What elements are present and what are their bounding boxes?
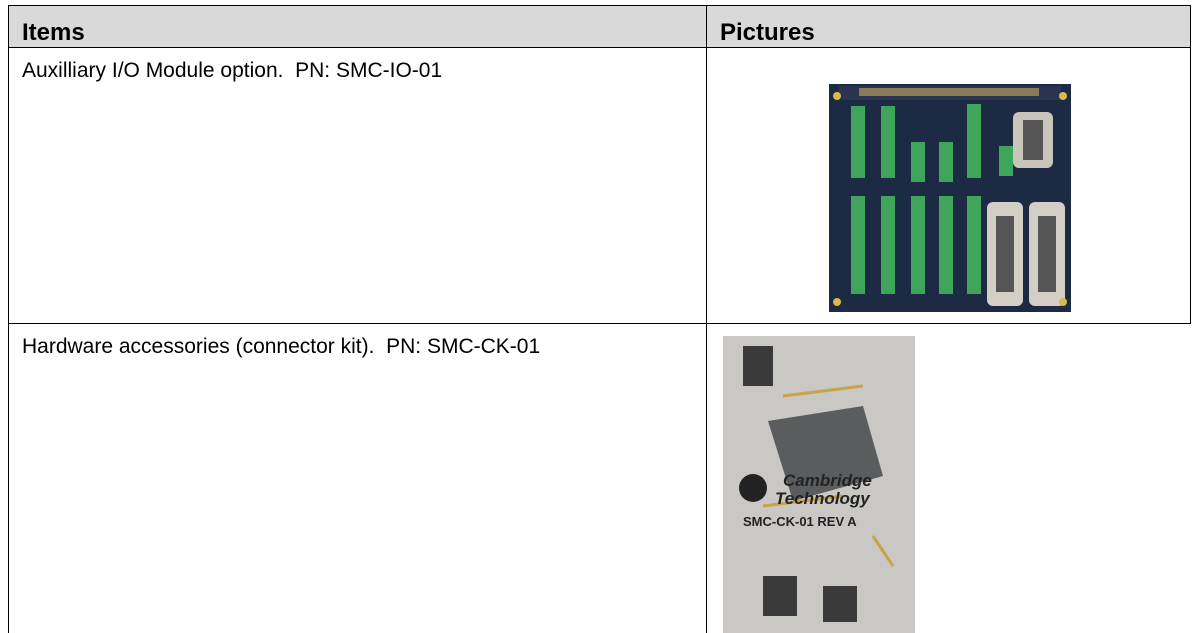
border <box>8 323 1191 324</box>
picture-text: Cambridge <box>783 471 872 490</box>
pcb-photo <box>829 84 1071 312</box>
border <box>8 5 9 633</box>
item-cell: Auxilliary I/O Module option. PN: SMC-IO… <box>22 59 443 82</box>
picture-text: SMC-CK-01 REV A <box>743 514 857 529</box>
border <box>8 5 1191 6</box>
connector-kit-photo: Cambridge Technology SMC-CK-01 REV A <box>723 336 915 633</box>
header-cell: Pictures <box>706 5 1190 47</box>
item-cell: Hardware accessories (connector kit). PN… <box>22 335 541 358</box>
border <box>706 5 707 633</box>
border <box>8 47 1191 48</box>
picture-text: Technology <box>775 489 871 508</box>
border <box>1190 5 1191 323</box>
header-cell: Items <box>8 5 706 47</box>
